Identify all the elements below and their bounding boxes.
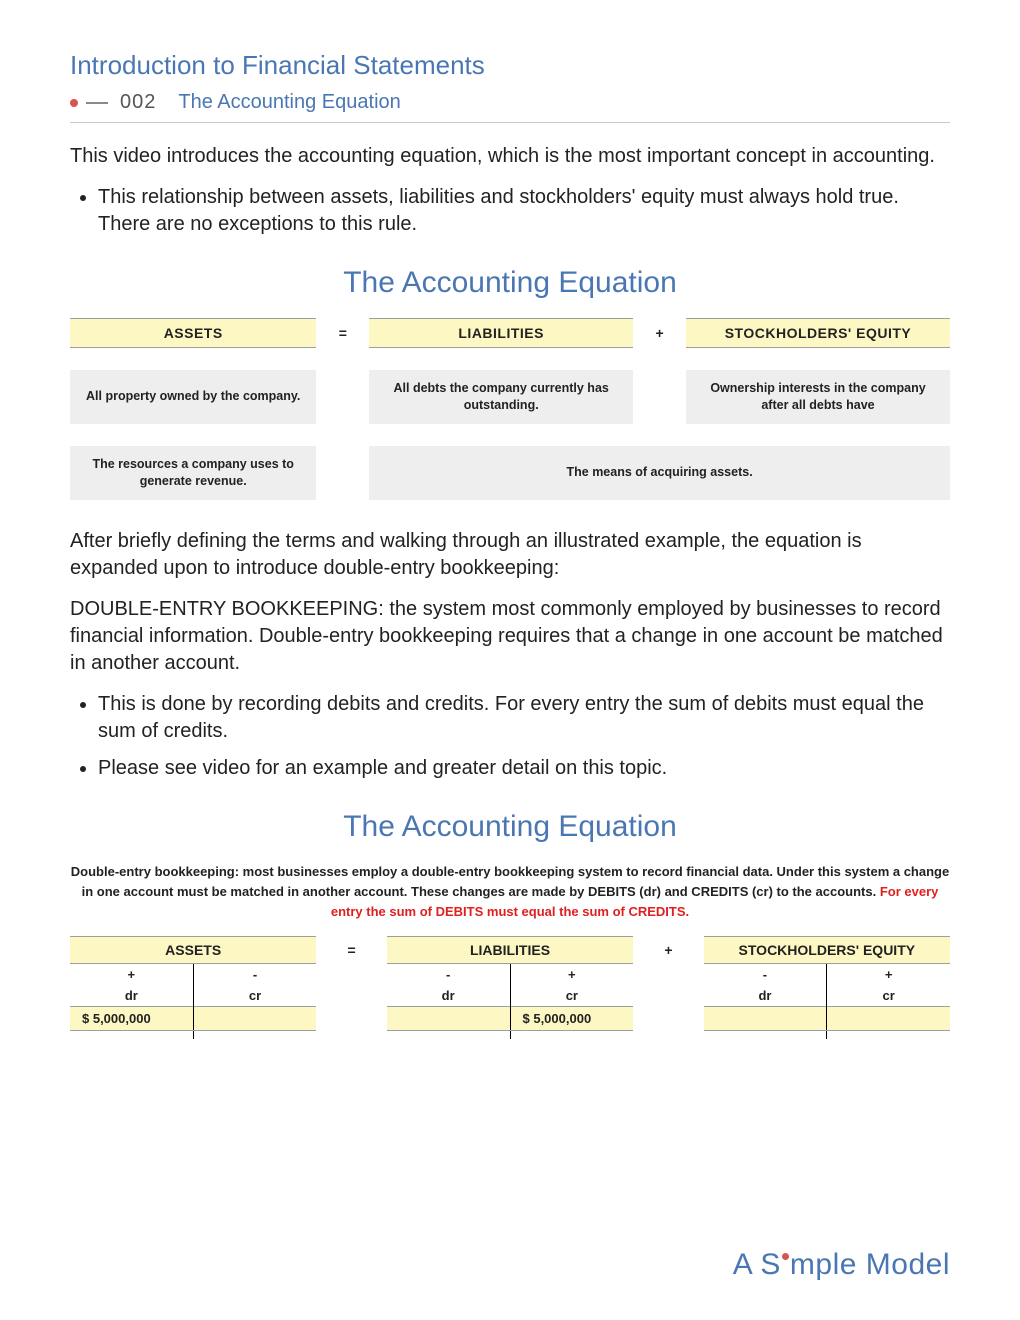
assets-dr-value: $ 5,000,000: [70, 1006, 193, 1030]
assets-dr-lbl: dr: [70, 985, 193, 1007]
assets-cr-value: [193, 1006, 316, 1030]
lesson-name: The Accounting Equation: [178, 91, 400, 114]
assets-minus: -: [193, 963, 316, 985]
mid-paragraph-1: After briefly defining the terms and wal…: [70, 528, 950, 582]
drcr-equity-label: STOCKHOLDERS' EQUITY: [704, 936, 950, 963]
col-liabilities-label: LIABILITIES: [369, 319, 633, 348]
lesson-number: 002: [120, 91, 156, 114]
mid-bullet-1: This is done by recording debits and cre…: [98, 691, 950, 745]
table-row: [510, 1030, 633, 1039]
mid-bullet-2: Please see video for an example and grea…: [98, 755, 950, 782]
equals-operator: =: [316, 319, 369, 348]
plus-operator-2: +: [633, 936, 703, 963]
liab-minus: -: [387, 963, 510, 985]
brand-pre: A S: [733, 1248, 781, 1281]
liab-dr-lbl: dr: [387, 985, 510, 1007]
double-entry-explanation: Double-entry bookkeeping: most businesse…: [70, 862, 950, 922]
assets-definition: All property owned by the company.: [70, 370, 316, 424]
drcr-liabilities-label: LIABILITIES: [387, 936, 633, 963]
assets-plus: +: [70, 963, 193, 985]
section-title: Introduction to Financial Statements: [70, 50, 950, 81]
table-row: [704, 1030, 827, 1039]
equity-dr-lbl: dr: [704, 985, 827, 1007]
equity-dr-value: [704, 1006, 827, 1030]
liabilities-definition: All debts the company currently has outs…: [369, 370, 633, 424]
intro-bullet: This relationship between assets, liabil…: [98, 184, 950, 238]
lesson-header: 002 The Accounting Equation: [70, 91, 950, 114]
equity-minus: -: [704, 963, 827, 985]
liab-cr-value: $ 5,000,000: [510, 1006, 633, 1030]
drcr-assets-label: ASSETS: [70, 936, 316, 963]
col-assets-label: ASSETS: [70, 319, 316, 348]
divider: [70, 122, 950, 123]
liab-plus: +: [510, 963, 633, 985]
explanation-black: Double-entry bookkeeping: most businesse…: [71, 864, 949, 899]
assets-cr-lbl: cr: [193, 985, 316, 1007]
figure2-title: The Accounting Equation: [70, 810, 950, 844]
intro-paragraph: This video introduces the accounting equ…: [70, 143, 950, 170]
dash-icon: [86, 102, 108, 104]
table-row: [70, 1030, 193, 1039]
col-equity-label: STOCKHOLDERS' EQUITY: [686, 319, 950, 348]
equals-operator-2: =: [316, 936, 386, 963]
equity-cr-value: [827, 1006, 950, 1030]
table-row: [193, 1030, 316, 1039]
liab-cr-lbl: cr: [510, 985, 633, 1007]
figure1-title: The Accounting Equation: [70, 266, 950, 300]
equation-definition-table: ASSETS = LIABILITIES + STOCKHOLDERS' EQU…: [70, 318, 950, 500]
equity-cr-lbl: cr: [827, 985, 950, 1007]
brand-mark: A S mple Model: [733, 1248, 950, 1282]
table-row: [827, 1030, 950, 1039]
brand-post: mple Model: [790, 1248, 950, 1281]
brand-dot-icon: [782, 1253, 789, 1260]
liab-dr-value: [387, 1006, 510, 1030]
assets-footer: The resources a company uses to generate…: [70, 446, 316, 500]
table-row: [387, 1030, 510, 1039]
mid-paragraph-2: DOUBLE-ENTRY BOOKKEEPING: the system mos…: [70, 596, 950, 677]
liab-equity-footer: The means of acquiring assets.: [369, 446, 950, 500]
bullet-icon: [70, 99, 78, 107]
equity-plus: +: [827, 963, 950, 985]
plus-operator: +: [633, 319, 686, 348]
equity-definition: Ownership interests in the company after…: [686, 370, 950, 424]
drcr-table: ASSETS = LIABILITIES + STOCKHOLDERS' EQU…: [70, 936, 950, 1039]
